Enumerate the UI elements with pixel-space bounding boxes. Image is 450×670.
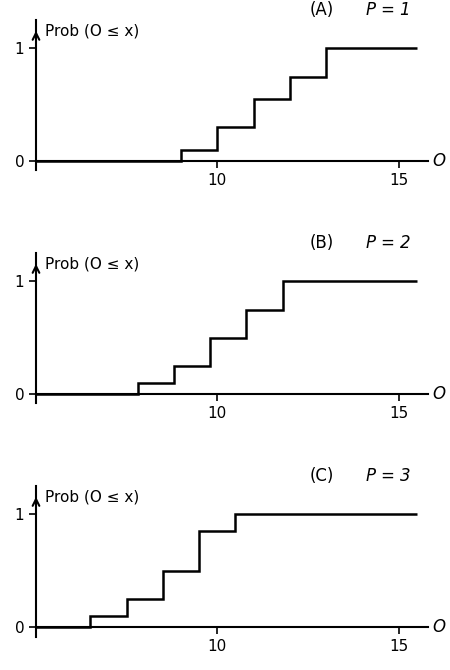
Text: O: O xyxy=(432,385,445,403)
Text: (C): (C) xyxy=(310,467,334,484)
Text: Prob (O ≤ x): Prob (O ≤ x) xyxy=(45,257,140,271)
Text: Prob (O ≤ x): Prob (O ≤ x) xyxy=(45,490,140,505)
Text: O: O xyxy=(432,618,445,636)
Text: $P$ = 1: $P$ = 1 xyxy=(365,1,410,19)
Text: Prob (O ≤ x): Prob (O ≤ x) xyxy=(45,23,140,38)
Text: $P$ = 3: $P$ = 3 xyxy=(365,467,411,484)
Text: (A): (A) xyxy=(310,1,334,19)
Text: O: O xyxy=(432,152,445,170)
Text: (B): (B) xyxy=(310,234,334,252)
Text: $P$ = 2: $P$ = 2 xyxy=(365,234,411,252)
